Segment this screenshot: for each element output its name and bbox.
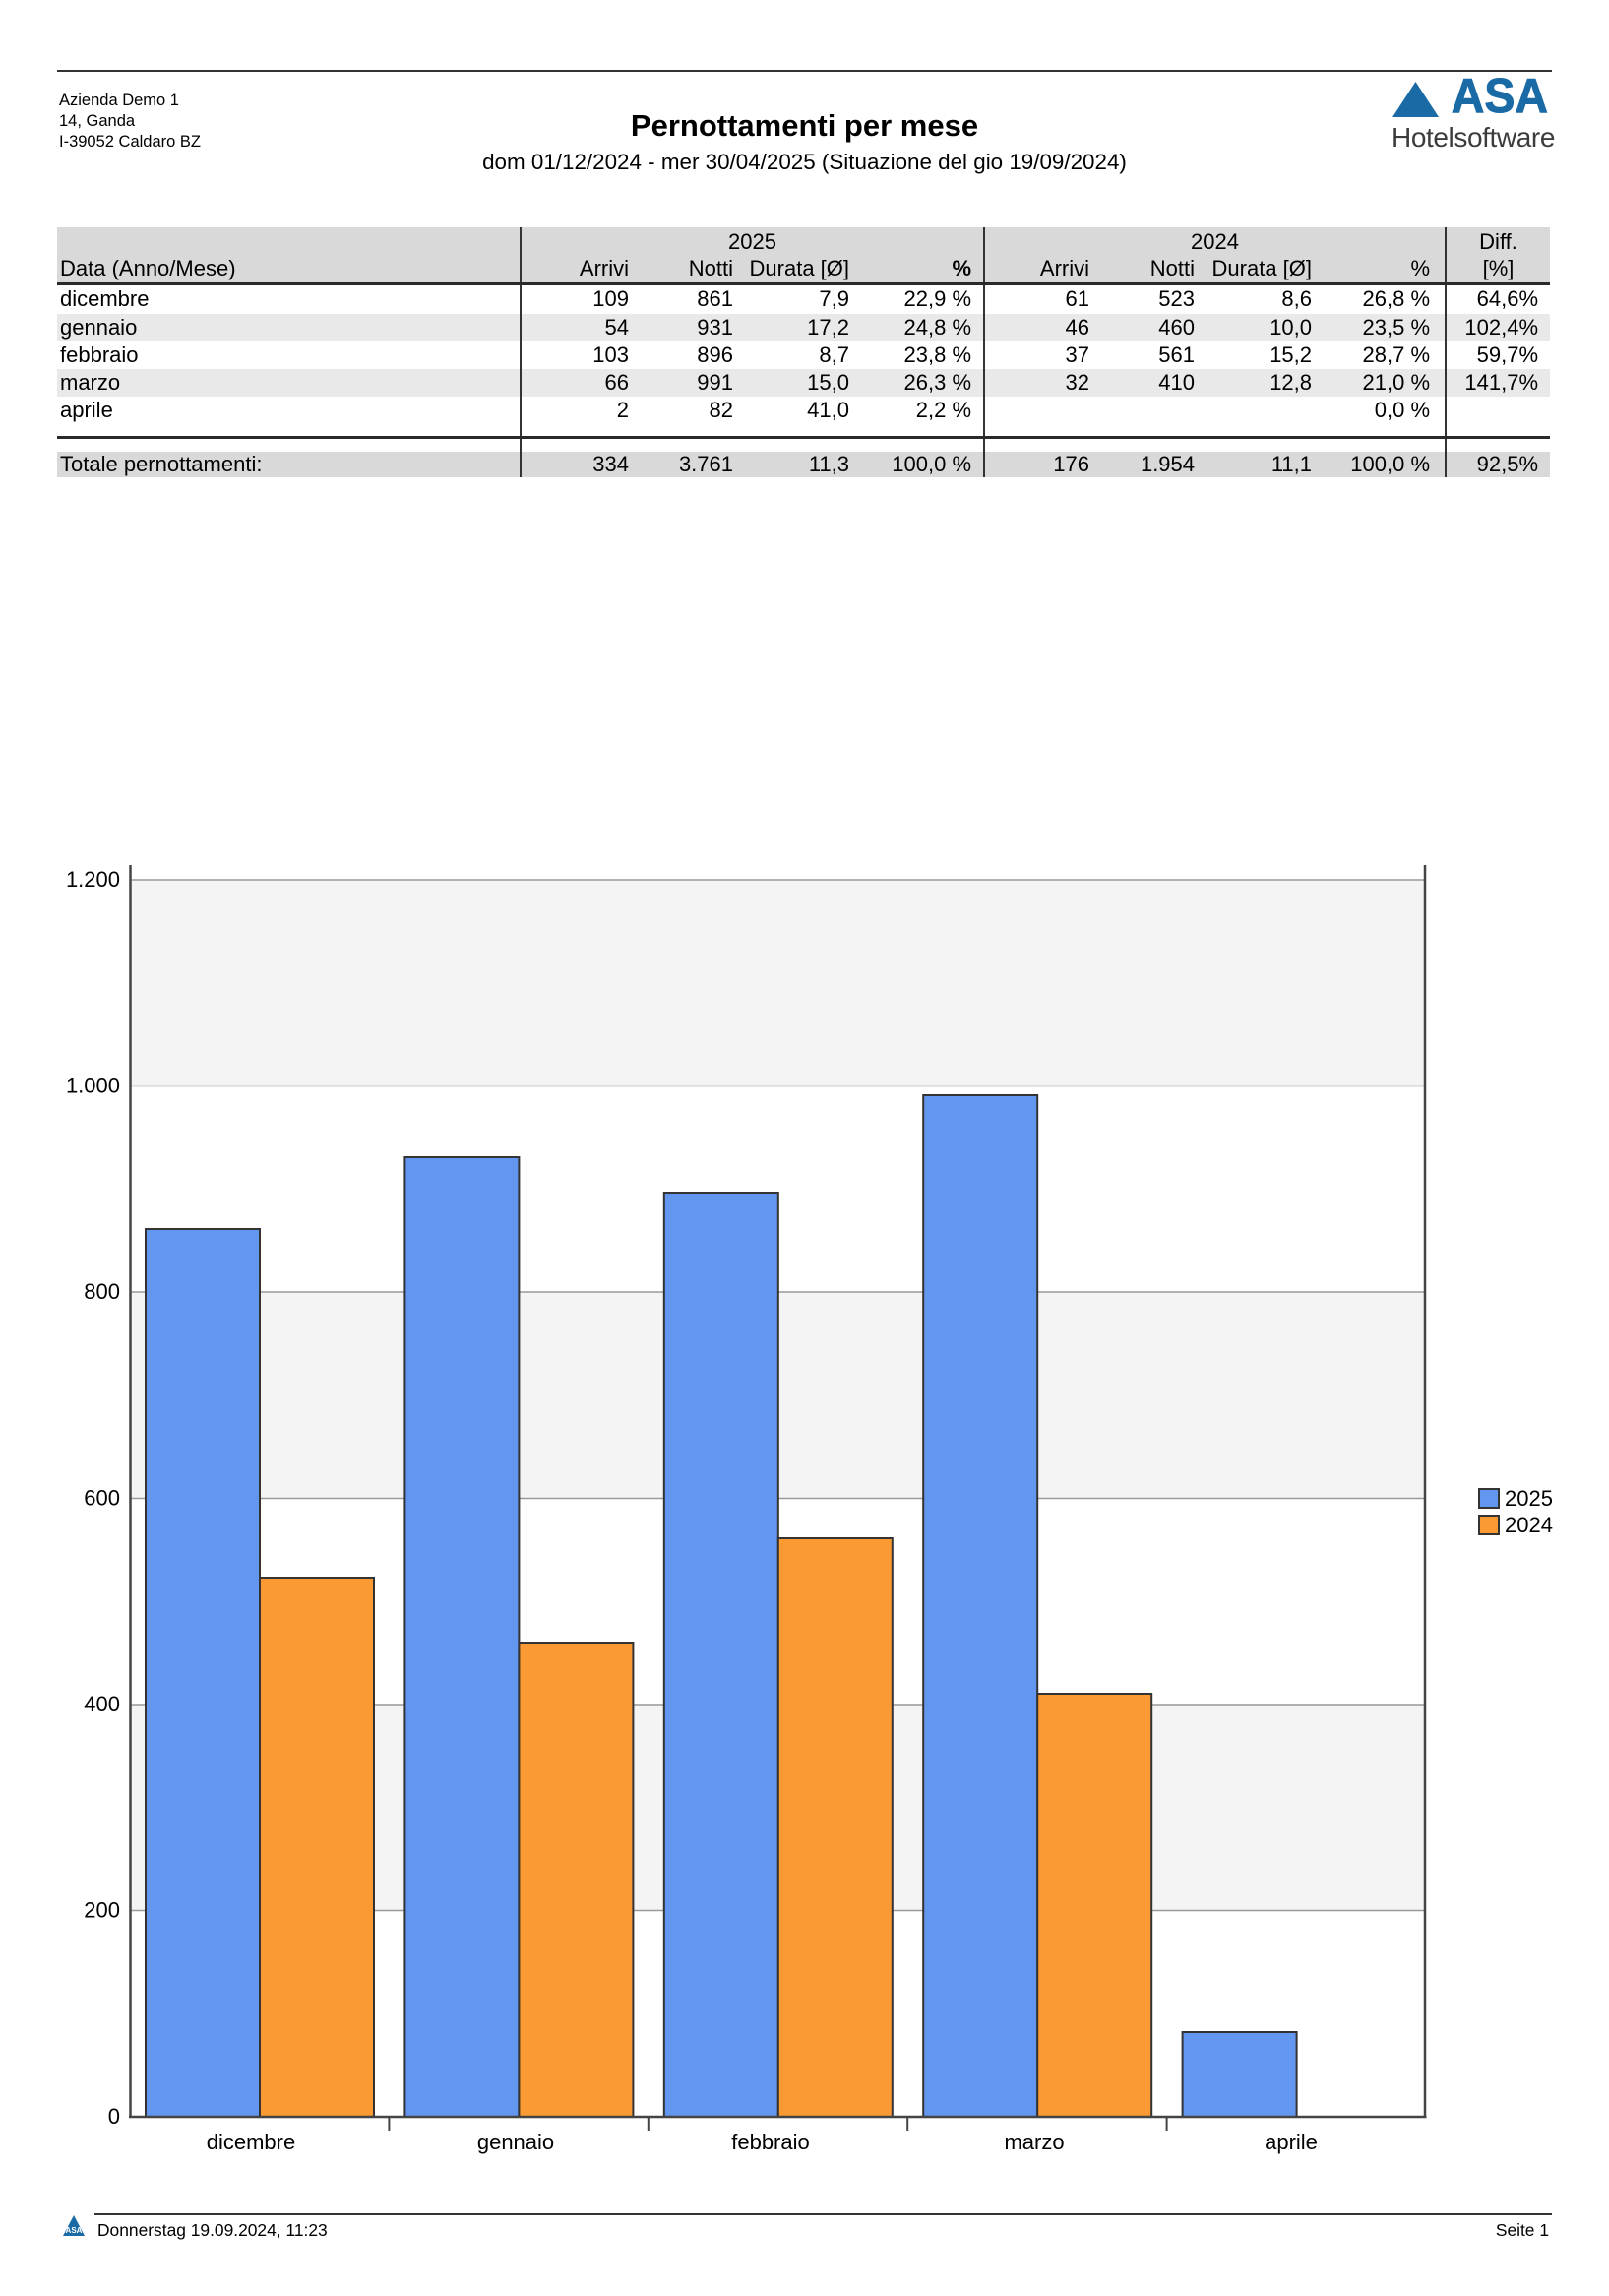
svg-text:ASA: ASA xyxy=(66,2226,83,2235)
svg-text:600: 600 xyxy=(84,1486,120,1511)
svg-text:aprile: aprile xyxy=(1265,2130,1318,2154)
svg-text:dicembre: dicembre xyxy=(207,2130,295,2154)
svg-text:800: 800 xyxy=(84,1279,120,1304)
svg-text:400: 400 xyxy=(84,1692,120,1716)
svg-text:200: 200 xyxy=(84,1898,120,1923)
svg-text:marzo: marzo xyxy=(1004,2130,1064,2154)
svg-text:2024: 2024 xyxy=(1505,1513,1553,1537)
svg-text:0: 0 xyxy=(108,2104,120,2129)
svg-text:febbraio: febbraio xyxy=(731,2130,810,2154)
svg-text:1.200: 1.200 xyxy=(66,867,120,892)
svg-text:1.000: 1.000 xyxy=(66,1074,120,1098)
svg-text:2025: 2025 xyxy=(1505,1486,1553,1511)
svg-text:gennaio: gennaio xyxy=(477,2130,554,2154)
